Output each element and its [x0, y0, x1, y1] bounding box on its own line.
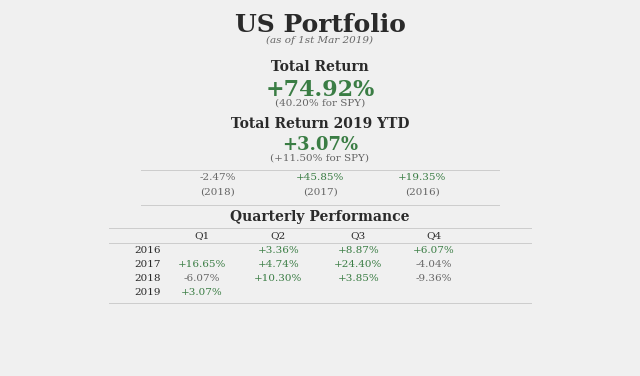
- Text: US Portfolio: US Portfolio: [235, 13, 405, 37]
- Text: (+11.50% for SPY): (+11.50% for SPY): [271, 153, 369, 162]
- Text: +3.07%: +3.07%: [282, 136, 358, 154]
- Text: 2019: 2019: [134, 288, 161, 297]
- Text: +8.87%: +8.87%: [337, 246, 380, 255]
- Text: 2016: 2016: [134, 246, 161, 255]
- Text: (2016): (2016): [405, 188, 440, 197]
- Text: +45.85%: +45.85%: [296, 173, 344, 182]
- Text: 2018: 2018: [134, 274, 161, 284]
- Text: Quarterly Performance: Quarterly Performance: [230, 210, 410, 224]
- Text: +6.07%: +6.07%: [413, 246, 455, 255]
- Text: Q3: Q3: [351, 231, 366, 240]
- Text: +19.35%: +19.35%: [398, 173, 447, 182]
- Text: Q4: Q4: [426, 231, 442, 240]
- Text: +74.92%: +74.92%: [266, 79, 374, 101]
- Text: +3.36%: +3.36%: [257, 246, 300, 255]
- Text: Q1: Q1: [194, 231, 209, 240]
- Text: Q2: Q2: [271, 231, 286, 240]
- Text: -6.07%: -6.07%: [183, 274, 220, 284]
- Text: +3.85%: +3.85%: [337, 274, 380, 284]
- Text: 2017: 2017: [134, 260, 161, 269]
- Text: (40.20% for SPY): (40.20% for SPY): [275, 99, 365, 108]
- Text: -2.47%: -2.47%: [199, 173, 236, 182]
- Text: +24.40%: +24.40%: [334, 260, 383, 269]
- Text: +3.07%: +3.07%: [180, 288, 223, 297]
- Text: (as of 1st Mar 2019): (as of 1st Mar 2019): [266, 36, 374, 45]
- Text: Total Return 2019 YTD: Total Return 2019 YTD: [231, 117, 409, 131]
- Text: (2018): (2018): [200, 188, 235, 197]
- Text: (2017): (2017): [303, 188, 337, 197]
- Text: +10.30%: +10.30%: [254, 274, 303, 284]
- Text: Total Return: Total Return: [271, 60, 369, 74]
- Text: -4.04%: -4.04%: [415, 260, 452, 269]
- Text: +16.65%: +16.65%: [177, 260, 226, 269]
- Text: -9.36%: -9.36%: [415, 274, 452, 284]
- Text: +4.74%: +4.74%: [257, 260, 300, 269]
